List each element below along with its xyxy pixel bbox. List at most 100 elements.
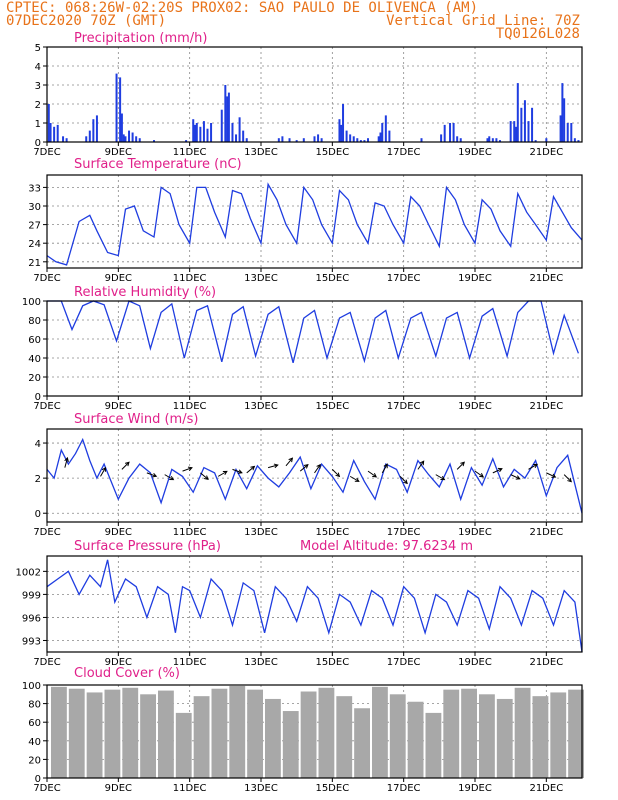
x-tick-label: 21DEC (529, 527, 563, 538)
wind-arrow (232, 468, 243, 474)
cloud-bar (407, 701, 424, 778)
precip-bar (238, 117, 241, 142)
precip-bar (570, 123, 573, 142)
cloud-bar (532, 696, 549, 778)
precip-bar (498, 140, 501, 142)
wind-arrow (563, 474, 572, 483)
precip-bar (342, 104, 345, 142)
x-tick-label: 17DEC (387, 147, 421, 158)
precip-bar (363, 140, 366, 142)
cloud-bar (354, 708, 370, 778)
y-tick-label: 80 (28, 700, 41, 711)
precip-bar (235, 134, 238, 142)
wind-arrow (367, 470, 378, 478)
wind-arrow (121, 461, 130, 470)
precip-bar (486, 138, 489, 142)
panel-3: 0 2 4 7DEC 9DEC 11DEC 13DEC 15DEC 17DEC 19DEC 21DE… (33, 412, 583, 538)
panel-frame (46, 684, 583, 779)
y-tick-label: 24 (28, 239, 41, 250)
x-tick-label: 21DEC (529, 273, 563, 284)
precip-bar (443, 124, 446, 142)
wind-arrow (381, 463, 388, 474)
precip-bar (377, 136, 380, 142)
precip-bar (119, 77, 122, 142)
panel-annotation: Model Altitude: 97.6234 m (300, 539, 473, 554)
x-tick-label: 9DEC (105, 273, 132, 284)
precip-bar (452, 123, 455, 142)
y-tick-label: 100 (22, 297, 41, 308)
x-tick-label: 19DEC (458, 273, 492, 284)
wind-arrow (100, 466, 107, 477)
cloud-bar (122, 687, 139, 778)
x-tick-label: 15DEC (315, 273, 349, 284)
precip-bar (367, 138, 369, 142)
precip-bar (577, 140, 580, 142)
x-tick-label: 19DEC (458, 783, 492, 794)
precip-bar (523, 100, 526, 142)
y-tick-label: 3 (35, 81, 41, 92)
precip-bar (573, 138, 576, 142)
precip-bar (381, 123, 384, 142)
x-tick-label: 17DEC (387, 273, 421, 284)
x-tick-label: 15DEC (315, 657, 349, 668)
y-tick-label: 0 (35, 138, 41, 149)
precip-bar (124, 136, 127, 142)
wind-arrow (349, 475, 360, 482)
precip-bar (320, 138, 323, 142)
cloud-bar (336, 696, 353, 778)
precip-bar (227, 92, 230, 142)
x-tick-label: 7DEC (33, 657, 60, 668)
series-line (46, 437, 583, 514)
series-line (47, 300, 580, 364)
y-tick-label: 40 (28, 737, 41, 748)
wind-arrow (182, 466, 193, 472)
precip-bar (338, 119, 341, 142)
precip-bar (277, 138, 280, 142)
y-tick-label: 0 (35, 392, 41, 403)
x-tick-label: 21DEC (529, 783, 563, 794)
x-tick-label: 13DEC (244, 273, 278, 284)
y-tick-label: 0 (35, 509, 41, 520)
precip-bar (313, 136, 316, 142)
x-tick-label: 17DEC (387, 657, 421, 668)
x-tick-label: 19DEC (458, 527, 492, 538)
cloud-bar (104, 689, 121, 778)
x-tick-label: 11DEC (173, 273, 207, 284)
y-tick-label: 20 (28, 755, 41, 766)
precip-bar (122, 134, 125, 142)
wind-arrow (268, 463, 279, 469)
precip-bar (95, 115, 98, 142)
x-tick-label: 13DEC (244, 147, 278, 158)
precip-bar (515, 126, 518, 142)
cloud-bar (568, 689, 584, 778)
wind-arrow (456, 461, 465, 470)
wind-arrow (417, 460, 425, 470)
x-tick-label: 9DEC (105, 147, 132, 158)
y-tick-label: 2 (35, 474, 41, 485)
precip-bar (220, 109, 223, 142)
x-tick-label: 9DEC (105, 783, 132, 794)
x-tick-label: 7DEC (33, 273, 60, 284)
precip-bar (534, 140, 537, 142)
y-tick-label: 60 (28, 718, 41, 729)
precip-bar (128, 130, 131, 142)
cloud-bar (140, 694, 156, 778)
x-tick-label: 13DEC (244, 527, 278, 538)
cloud-bar (461, 688, 477, 778)
precip-bar (488, 136, 491, 142)
wind-arrow (528, 463, 539, 470)
x-tick-label: 19DEC (458, 147, 492, 158)
precip-bar (349, 134, 352, 142)
x-tick-label: 15DEC (315, 147, 349, 158)
precip-bar (115, 73, 118, 142)
cloud-bar (51, 686, 67, 778)
precip-bar (379, 132, 382, 142)
header-date: 07DEC2020 70Z (GMT) (6, 13, 166, 29)
precip-bar (561, 83, 564, 142)
precip-bar (56, 124, 59, 142)
cloud-bar (514, 687, 531, 778)
panel-title: Cloud Cover (%) (74, 666, 180, 681)
precip-bar (317, 134, 320, 142)
y-tick-label: 4 (35, 62, 41, 73)
precip-bar (153, 140, 155, 142)
